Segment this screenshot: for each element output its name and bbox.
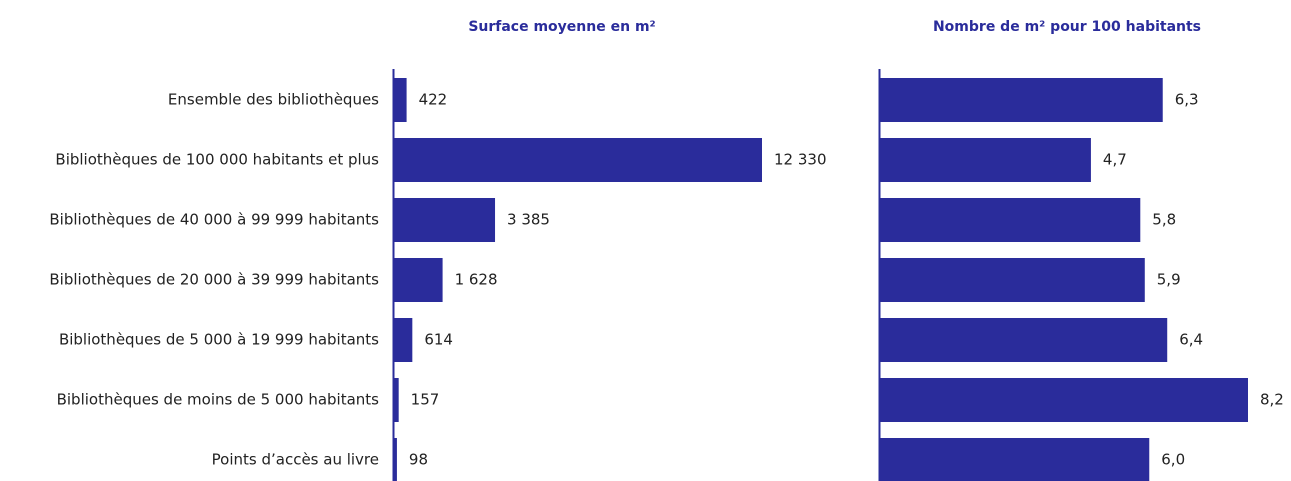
bar <box>394 198 496 242</box>
bar <box>394 378 399 422</box>
value-label: 5,8 <box>1152 211 1176 229</box>
category-label: Bibliothèques de 20 000 à 39 999 habitan… <box>49 271 379 289</box>
value-label: 12 330 <box>774 151 827 169</box>
panel-title: Surface moyenne en m² <box>468 19 655 35</box>
category-label: Ensemble des bibliothèques <box>168 91 379 109</box>
bar <box>394 438 397 481</box>
value-label: 5,9 <box>1157 271 1181 289</box>
bar <box>880 78 1163 122</box>
bar <box>394 318 413 362</box>
bar <box>880 318 1168 362</box>
category-label: Bibliothèques de 40 000 à 99 999 habitan… <box>49 211 379 229</box>
panel-title: Nombre de m² pour 100 habitants <box>933 19 1201 35</box>
category-label: Bibliothèques de moins de 5 000 habitant… <box>57 391 380 409</box>
value-label: 6,0 <box>1161 451 1185 469</box>
bar <box>880 438 1150 481</box>
bar <box>880 138 1091 182</box>
value-label: 4,7 <box>1103 151 1127 169</box>
bar <box>880 198 1141 242</box>
value-label: 1 628 <box>455 271 498 289</box>
bar <box>880 378 1248 422</box>
bar <box>394 138 762 182</box>
value-label: 422 <box>419 91 448 109</box>
category-label: Points d’accès au livre <box>212 451 379 469</box>
bar <box>880 258 1145 302</box>
value-label: 8,2 <box>1260 391 1284 409</box>
value-label: 6,4 <box>1179 331 1203 349</box>
value-label: 6,3 <box>1175 91 1199 109</box>
bar <box>394 258 443 302</box>
value-label: 157 <box>411 391 440 409</box>
value-label: 3 385 <box>507 211 550 229</box>
value-label: 98 <box>409 451 428 469</box>
category-label: Bibliothèques de 5 000 à 19 999 habitant… <box>59 331 379 349</box>
bar <box>394 78 407 122</box>
category-label: Bibliothèques de 100 000 habitants et pl… <box>55 151 379 169</box>
value-label: 614 <box>424 331 453 349</box>
